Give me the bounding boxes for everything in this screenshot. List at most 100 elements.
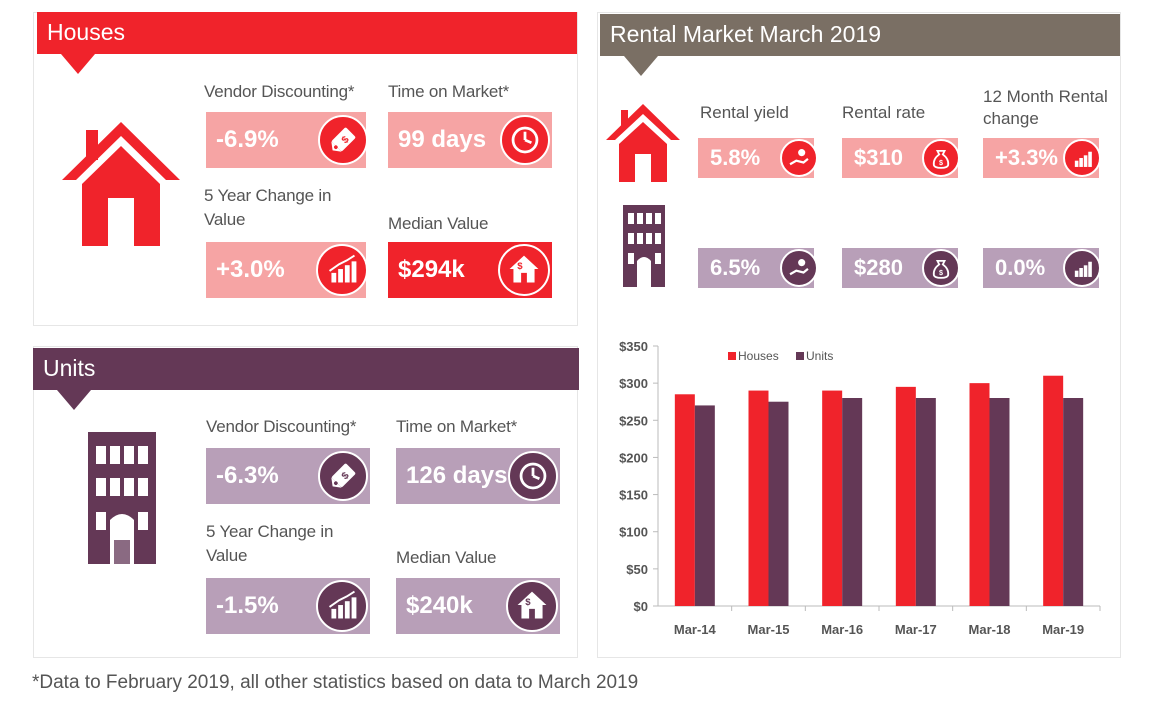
price-tag-icon: $ bbox=[318, 115, 368, 165]
y-tick-label: $50 bbox=[626, 562, 648, 577]
rental-change-label: 12 Month Rental change bbox=[983, 87, 1108, 128]
units-median-value: $240k bbox=[406, 592, 473, 619]
svg-text:$: $ bbox=[939, 269, 943, 277]
bar-houses-mar-17 bbox=[895, 386, 916, 606]
houses-change-value: +3.0% bbox=[216, 256, 285, 283]
house-icon bbox=[606, 104, 680, 182]
houses-median-value: $294k bbox=[398, 256, 465, 283]
price-tag-icon: $ bbox=[318, 451, 368, 501]
rental-yield-label: Rental yield bbox=[700, 103, 789, 122]
rental-unit-yield-value: 6.5% bbox=[710, 255, 761, 280]
x-tick-label: Mar-14 bbox=[674, 622, 717, 637]
bar-units-mar-18 bbox=[989, 398, 1010, 606]
units-median-label: Median Value bbox=[396, 548, 497, 567]
units-vendor-label: Vendor Discounting* bbox=[206, 417, 357, 436]
rental-unit-change-value: 0.0% bbox=[995, 255, 1046, 280]
rental-rate-label: Rental rate bbox=[842, 103, 926, 122]
rental-house-rate-box: $310 $ bbox=[842, 138, 960, 178]
legend-swatch-units bbox=[796, 352, 804, 360]
x-tick-label: Mar-15 bbox=[748, 622, 790, 637]
growth-chart-icon bbox=[1063, 249, 1101, 287]
x-tick-label: Mar-16 bbox=[821, 622, 863, 637]
houses-vendor-box: -6.9% $ bbox=[206, 112, 368, 168]
rental-house-yield-value: 5.8% bbox=[710, 145, 761, 170]
houses-vendor-value: -6.9% bbox=[216, 126, 279, 153]
bar-units-mar-14 bbox=[694, 405, 715, 606]
house-price-icon: $ bbox=[498, 244, 550, 296]
legend-swatch-houses bbox=[728, 352, 736, 360]
units-change-label: 5 Year Change in Value bbox=[206, 522, 334, 565]
money-bag-icon: $ bbox=[922, 139, 960, 177]
houses-banner-tail bbox=[61, 54, 95, 74]
y-tick-label: $300 bbox=[619, 376, 648, 391]
units-change-box: -1.5% bbox=[206, 578, 370, 634]
houses-time-value: 99 days bbox=[398, 126, 487, 153]
house-price-icon: $ bbox=[506, 580, 558, 632]
rental-house-change-value: +3.3% bbox=[995, 145, 1058, 170]
rental-rate-bar-chart: $0 $50 $100 $150 $200 $250 $300 $350 Mar-14 Mar-1… bbox=[619, 339, 1101, 637]
houses-median-label: Median Value bbox=[388, 214, 489, 233]
svg-text:$: $ bbox=[939, 159, 943, 167]
hand-money-icon bbox=[780, 139, 818, 177]
rental-house-change-box: +3.3% bbox=[983, 138, 1101, 178]
y-tick-label: $350 bbox=[619, 339, 648, 354]
y-tick-label: $250 bbox=[619, 413, 648, 428]
svg-text:$: $ bbox=[517, 261, 523, 272]
x-tick-label: Mar-19 bbox=[1042, 622, 1084, 637]
rental-house-yield-box: 5.8% bbox=[698, 138, 818, 178]
clock-icon bbox=[500, 115, 550, 165]
y-tick-label: $100 bbox=[619, 525, 648, 540]
bar-houses-mar-14 bbox=[674, 394, 695, 606]
bar-units-mar-17 bbox=[915, 398, 936, 606]
bar-houses-mar-19 bbox=[1043, 375, 1064, 606]
units-change-value: -1.5% bbox=[216, 592, 279, 619]
bar-houses-mar-16 bbox=[822, 390, 843, 606]
units-time-label: Time on Market* bbox=[396, 417, 518, 436]
bar-units-mar-19 bbox=[1063, 398, 1084, 606]
y-tick-label: $0 bbox=[634, 599, 648, 614]
units-time-value: 126 days bbox=[406, 462, 508, 489]
bar-houses-mar-15 bbox=[748, 390, 769, 606]
units-banner: Units bbox=[33, 348, 579, 410]
growth-chart-icon bbox=[1063, 139, 1101, 177]
growth-chart-icon bbox=[316, 580, 368, 632]
bar-units-mar-15 bbox=[768, 401, 789, 606]
apartment-building-icon bbox=[88, 432, 156, 564]
apartment-building-icon bbox=[623, 205, 665, 287]
y-tick-label: $200 bbox=[619, 450, 648, 465]
units-median-box: $240k $ bbox=[396, 578, 560, 634]
rental-unit-rate-box: $280 $ bbox=[842, 248, 960, 288]
x-tick-label: Mar-17 bbox=[895, 622, 937, 637]
units-banner-tail bbox=[57, 390, 91, 410]
rental-banner-tail bbox=[624, 56, 658, 76]
rental-banner: Rental Market March 2019 bbox=[600, 14, 1120, 76]
house-icon bbox=[62, 122, 180, 246]
legend-label-units: Units bbox=[806, 349, 833, 363]
rental-unit-rate-value: $280 bbox=[854, 255, 903, 280]
growth-chart-icon bbox=[316, 244, 368, 296]
houses-change-label: 5 Year Change in Value bbox=[204, 186, 332, 229]
rental-title: Rental Market March 2019 bbox=[610, 21, 882, 47]
legend-label-houses: Houses bbox=[738, 349, 779, 363]
bar-units-mar-16 bbox=[842, 398, 863, 606]
units-title: Units bbox=[43, 355, 96, 381]
houses-median-box: $294k $ bbox=[388, 242, 552, 298]
x-tick-label: Mar-18 bbox=[969, 622, 1011, 637]
clock-icon bbox=[508, 451, 558, 501]
units-time-box: 126 days bbox=[396, 448, 560, 504]
houses-banner: Houses bbox=[37, 12, 577, 74]
rental-house-rate-value: $310 bbox=[854, 145, 903, 170]
houses-time-box: 99 days bbox=[388, 112, 552, 168]
rental-unit-yield-box: 6.5% bbox=[698, 248, 818, 288]
hand-money-icon bbox=[780, 249, 818, 287]
footnote: *Data to February 2019, all other statis… bbox=[32, 672, 639, 693]
rental-unit-change-box: 0.0% bbox=[983, 248, 1101, 288]
bar-houses-mar-18 bbox=[969, 383, 990, 606]
houses-time-label: Time on Market* bbox=[388, 82, 510, 101]
houses-vendor-label: Vendor Discounting* bbox=[204, 82, 355, 101]
svg-text:$: $ bbox=[525, 597, 531, 608]
money-bag-icon: $ bbox=[922, 249, 960, 287]
houses-change-box: +3.0% bbox=[206, 242, 368, 298]
units-vendor-value: -6.3% bbox=[216, 462, 279, 489]
y-tick-label: $150 bbox=[619, 488, 648, 503]
